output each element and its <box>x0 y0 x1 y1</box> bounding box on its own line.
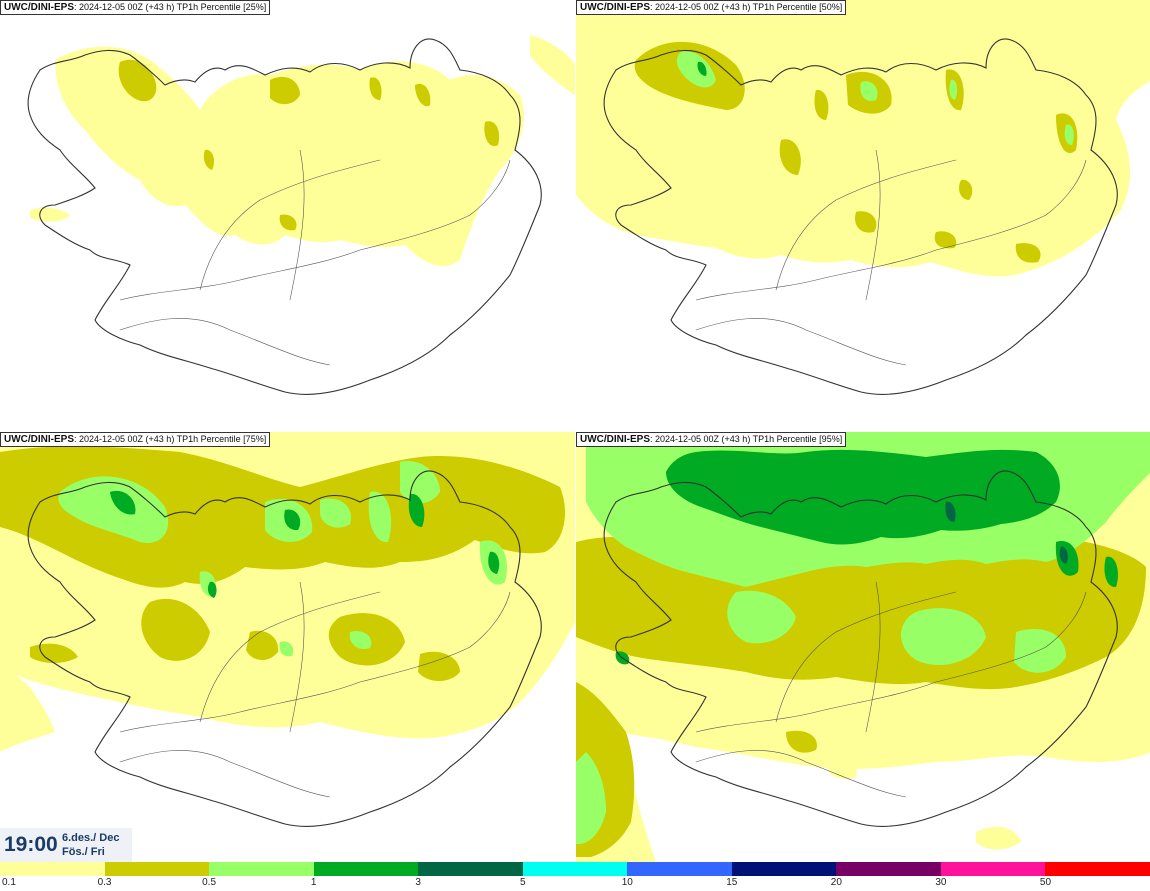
legend-swatch <box>836 862 941 876</box>
panel-meta: : 2024-12-05 00Z (+43 h) TP1h Percentile… <box>650 434 843 444</box>
panel-source: UWC/DINI-EPS <box>4 2 74 13</box>
map-panel-p50: UWC/DINI-EPS: 2024-12-05 00Z (+43 h) TP1… <box>576 0 1150 431</box>
day-line: Fös./ Fri <box>62 846 105 858</box>
road-network <box>119 581 511 798</box>
legend-tick-label: 30 <box>935 877 947 888</box>
legend-swatch <box>1045 862 1150 876</box>
map-panel-p95: UWC/DINI-EPS: 2024-12-05 00Z (+43 h) TP1… <box>576 432 1150 863</box>
legend-tick-label: 0.3 <box>97 877 112 888</box>
legend-tick-label: 1 <box>310 877 317 888</box>
road-network <box>695 581 1087 798</box>
precip-level-3 <box>945 501 1068 564</box>
road-network <box>119 149 511 366</box>
legend-swatch <box>731 862 837 876</box>
valid-time-box: 19:00 6.des./ Dec Fös./ Fri <box>0 828 132 862</box>
date-line: 6.des./ Dec <box>62 832 120 844</box>
legend-swatch <box>209 862 314 876</box>
coastline <box>603 470 1118 827</box>
precip-map <box>27 35 575 395</box>
map-panel-p75: UWC/DINI-EPS: 2024-12-05 00Z (+43 h) TP1… <box>0 432 575 863</box>
coastline <box>27 38 542 395</box>
panel-source: UWC/DINI-EPS <box>580 2 650 13</box>
precip-level-0.3 <box>118 59 500 231</box>
legend-tick-label: 10 <box>621 877 633 888</box>
legend-swatch <box>418 862 523 876</box>
legend-swatch <box>313 862 419 876</box>
legend-swatch <box>104 862 210 876</box>
coastline <box>603 38 1118 395</box>
panel-title: UWC/DINI-EPS: 2024-12-05 00Z (+43 h) TP1… <box>0 432 271 447</box>
coastline <box>27 470 542 827</box>
panel-divider <box>575 0 576 862</box>
precip-level-1 <box>615 449 1118 665</box>
precip-map <box>0 432 575 827</box>
legend-tick-label: 0.5 <box>202 877 217 888</box>
precip-level-0.5 <box>676 51 1074 145</box>
legend-swatch <box>522 862 628 876</box>
legend-swatch <box>940 862 1046 876</box>
panel-source: UWC/DINI-EPS <box>580 434 650 445</box>
legend-tick-label: 5 <box>519 877 526 888</box>
panel-meta: : 2024-12-05 00Z (+43 h) TP1h Percentile… <box>650 2 843 12</box>
legend-colorbar <box>0 862 1150 876</box>
legend-swatch <box>0 862 105 876</box>
valid-date: 6.des./ Dec Fös./ Fri <box>62 831 119 859</box>
legend-tick-label: 20 <box>830 877 842 888</box>
legend-tick-label: 15 <box>726 877 738 888</box>
road-network <box>695 149 1087 366</box>
panel-source: UWC/DINI-EPS <box>4 434 74 445</box>
panel-meta: : 2024-12-05 00Z (+43 h) TP1h Percentile… <box>74 434 267 444</box>
panel-title: UWC/DINI-EPS: 2024-12-05 00Z (+43 h) TP1… <box>576 0 847 15</box>
legend-tick-label: 0.1 <box>2 877 16 888</box>
panel-meta: : 2024-12-05 00Z (+43 h) TP1h Percentile… <box>74 2 267 12</box>
legend-tick-label: 3 <box>415 877 421 888</box>
panel-title: UWC/DINI-EPS: 2024-12-05 00Z (+43 h) TP1… <box>576 432 847 447</box>
precip-map <box>576 432 1150 863</box>
precip-map <box>576 0 1150 395</box>
precip-level-1 <box>110 490 500 598</box>
legend-swatch <box>627 862 732 876</box>
map-panel-p25: UWC/DINI-EPS: 2024-12-05 00Z (+43 h) TP1… <box>0 0 575 431</box>
precip-level-1 <box>697 61 707 76</box>
precip-level-0.3 <box>634 41 1078 263</box>
panel-title: UWC/DINI-EPS: 2024-12-05 00Z (+43 h) TP1… <box>0 0 271 15</box>
legend-ticks: 0.1 0.3 0.5 1 3 5 10 15 20 30 50 <box>0 877 1150 891</box>
legend-tick-label: 50 <box>1039 877 1052 888</box>
valid-time: 19:00 <box>4 833 58 856</box>
